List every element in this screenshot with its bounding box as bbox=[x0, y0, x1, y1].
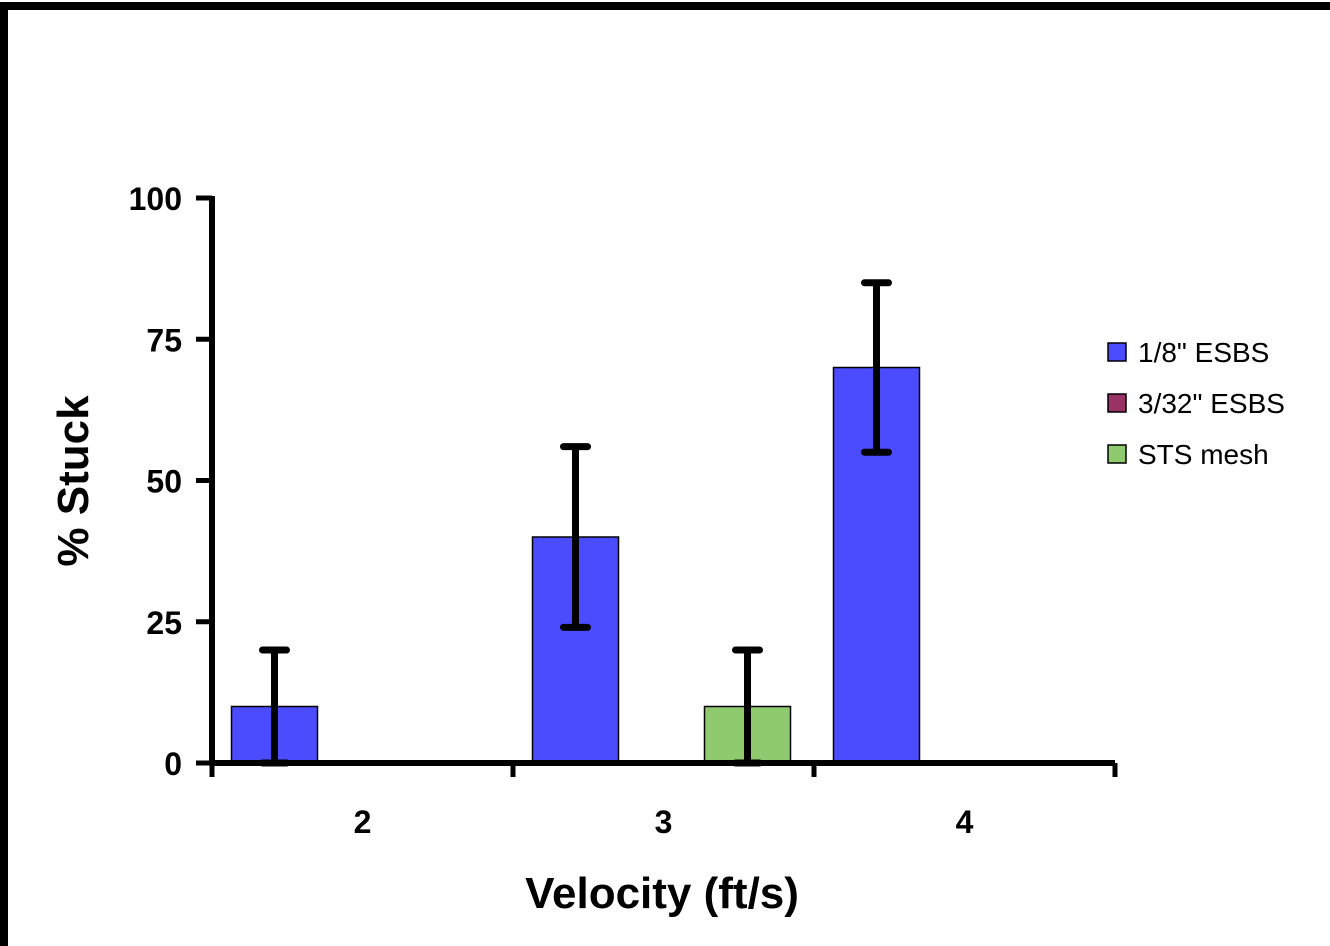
legend-swatch bbox=[1107, 393, 1127, 413]
y-tick-label: 25 bbox=[146, 605, 182, 641]
y-tick-label: 0 bbox=[164, 746, 182, 782]
legend-entry: 1/8" ESBS bbox=[1107, 337, 1269, 368]
legend-entry: STS mesh bbox=[1107, 439, 1269, 470]
y-tick-label: 75 bbox=[146, 322, 182, 358]
x-axis-title: Velocity (ft/s) bbox=[525, 869, 799, 918]
legend-entry: 3/32" ESBS bbox=[1107, 388, 1285, 419]
error-bar bbox=[560, 443, 591, 631]
x-axis: 2 3 4 bbox=[209, 760, 1118, 840]
x-tick-label: 3 bbox=[655, 804, 673, 840]
plot-area bbox=[230, 279, 1059, 767]
legend: 1/8" ESBS 3/32" ESBS STS mesh bbox=[1107, 337, 1285, 470]
legend-label: 1/8" ESBS bbox=[1138, 337, 1269, 368]
y-axis: 0 25 50 75 100 bbox=[129, 181, 215, 782]
legend-label: 3/32" ESBS bbox=[1138, 388, 1285, 419]
y-tick-label: 100 bbox=[129, 181, 182, 217]
legend-swatch bbox=[1107, 444, 1127, 464]
x-tick-label: 4 bbox=[956, 804, 974, 840]
x-tick-label: 2 bbox=[354, 804, 372, 840]
legend-swatch bbox=[1107, 342, 1127, 362]
error-bar bbox=[861, 279, 892, 456]
y-tick-label: 50 bbox=[146, 464, 182, 500]
y-axis-title: % Stuck bbox=[49, 395, 98, 567]
legend-label: STS mesh bbox=[1138, 439, 1269, 470]
